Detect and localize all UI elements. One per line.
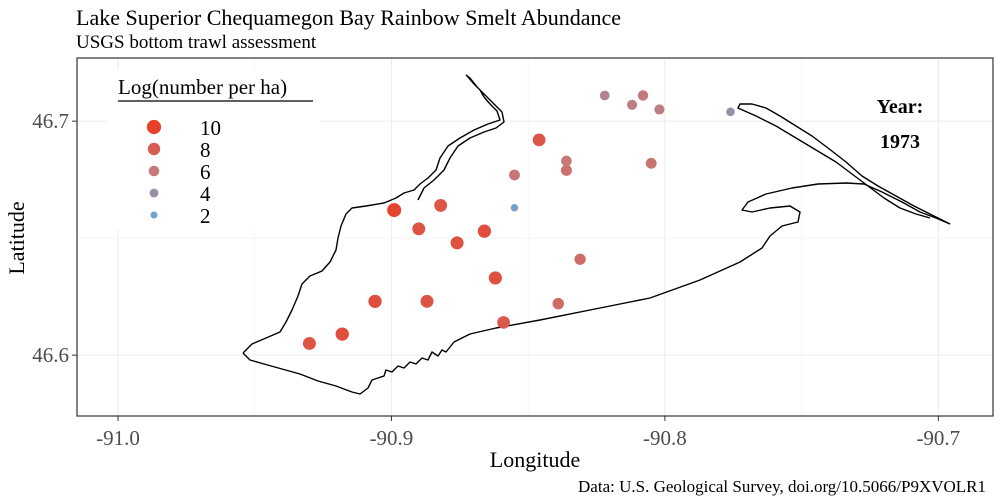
- legend-label-8: 8: [200, 138, 211, 162]
- data-source-caption: Data: U.S. Geological Survey, doi.org/10…: [578, 477, 986, 496]
- data-point-5: [420, 294, 434, 308]
- data-point-15: [560, 164, 572, 176]
- data-point-17: [574, 253, 586, 265]
- y-axis-label: Latitude: [4, 201, 29, 274]
- legend-background: [108, 70, 320, 230]
- data-point-2: [368, 294, 382, 308]
- chart-title: Lake Superior Chequamegon Bay Rainbow Sm…: [76, 5, 621, 30]
- data-point-0: [302, 336, 316, 350]
- data-point-10: [497, 316, 510, 329]
- legend-key-4: [149, 188, 159, 198]
- data-point-1: [335, 327, 349, 341]
- lake-shoreline: [242, 74, 951, 395]
- x-tick-label-2: -90.8: [643, 426, 687, 450]
- legend-key-2: [150, 211, 158, 219]
- legend-key-8: [147, 142, 161, 156]
- data-point-20: [637, 90, 649, 101]
- year-value: 1973: [880, 131, 920, 153]
- year-label: Year:: [877, 96, 924, 118]
- data-point-12: [509, 169, 520, 181]
- legend-label-6: 6: [200, 160, 211, 184]
- data-point-8: [477, 224, 492, 238]
- plot-border: [76, 57, 994, 417]
- data-points: [302, 90, 735, 350]
- data-point-23: [726, 107, 735, 117]
- data-point-9: [488, 271, 502, 285]
- x-tick-label-0: -91.0: [96, 426, 140, 450]
- data-point-18: [599, 90, 610, 101]
- legend-label-10: 10: [200, 116, 221, 140]
- x-tick-label-3: -90.7: [916, 426, 960, 450]
- data-point-21: [645, 157, 657, 169]
- data-point-4: [412, 222, 426, 236]
- y-tick-label-1: 46.7: [32, 109, 69, 133]
- data-point-6: [434, 198, 448, 212]
- data-point-16: [561, 155, 572, 167]
- data-point-7: [450, 236, 464, 250]
- legend-label-2: 2: [200, 204, 211, 228]
- legend-key-10: [146, 119, 162, 135]
- y-tick-label-0: 46.6: [32, 343, 69, 367]
- data-point-3: [387, 203, 402, 218]
- data-point-22: [654, 104, 665, 115]
- legend-label-4: 4: [200, 182, 211, 206]
- chart-subtitle: USGS bottom trawl assessment: [76, 32, 317, 53]
- x-axis-label: Longitude: [490, 447, 580, 472]
- data-point-11: [510, 204, 519, 212]
- grid-lines: [77, 58, 993, 416]
- data-point-13: [532, 133, 546, 147]
- data-point-19: [626, 99, 638, 110]
- x-tick-label-1: -90.9: [370, 426, 414, 450]
- legend-title: Log(number per ha): [118, 75, 287, 99]
- legend-key-6: [148, 165, 160, 177]
- data-point-14: [552, 297, 564, 310]
- axis-ticks: -91.0 -90.9 -90.8 -90.7 46.6 46.7: [32, 109, 960, 450]
